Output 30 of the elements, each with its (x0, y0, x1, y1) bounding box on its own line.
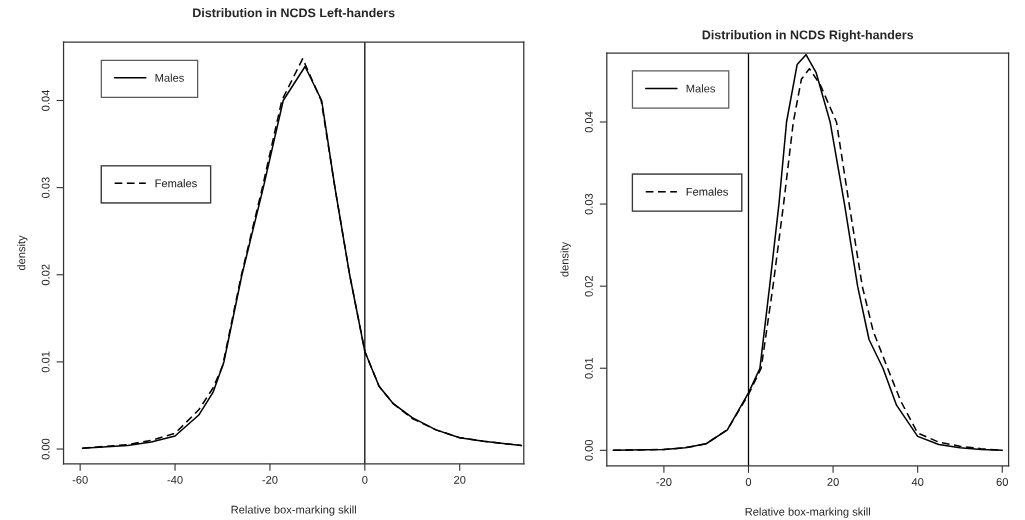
legend-label: Males (155, 73, 184, 82)
x-tick-label: 0 (362, 475, 368, 484)
y-tick-label: 0.00 (584, 439, 593, 461)
legend-label: Females (155, 179, 197, 188)
x-tick-label: -20 (656, 478, 672, 486)
y-tick-label: 0.02 (41, 264, 50, 286)
x-tick-label: 60 (996, 478, 1008, 486)
y-tick-label: 0.04 (41, 90, 50, 111)
x-axis-title: Relative box-marking skill (231, 505, 356, 516)
y-tick-label: 0.04 (584, 111, 593, 133)
x-tick-label: -40 (167, 475, 183, 484)
x-axis-title: Relative box-marking skill (745, 507, 870, 518)
x-tick-label: -60 (72, 475, 88, 484)
x-tick-label: 20 (827, 478, 839, 486)
y-tick-label: 0.00 (41, 438, 50, 460)
y-tick-label: 0.01 (41, 351, 50, 373)
y-axis-title: density (560, 241, 571, 277)
y-tick-label: 0.02 (584, 275, 593, 297)
y-tick-label: 0.03 (584, 193, 593, 215)
y-tick-label: 0.03 (41, 177, 50, 199)
y-axis-title: density (17, 235, 28, 271)
y-tick-label: 0.01 (584, 357, 593, 379)
chart-title: Distribution in NCDS Left-handers (193, 8, 395, 18)
x-tick-label: 0 (745, 478, 752, 486)
x-tick-label: -20 (262, 475, 278, 484)
x-tick-label: 40 (911, 478, 924, 486)
x-tick-label: 20 (454, 475, 466, 484)
chart-title: Distribution in NCDS Right-handers (702, 30, 914, 42)
legend-label: Females (686, 187, 728, 196)
legend-label: Males (686, 84, 716, 93)
